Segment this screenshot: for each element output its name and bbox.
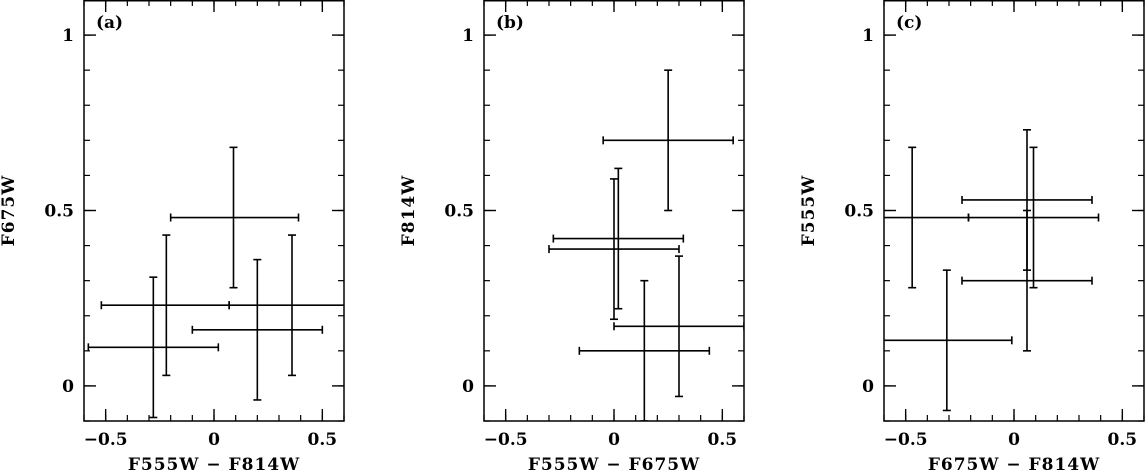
x-axis-label: F675W − F814W bbox=[928, 455, 1100, 472]
y-tick-label: 0.5 bbox=[444, 202, 474, 222]
y-tick-label: 0 bbox=[62, 377, 74, 397]
y-tick-label: 1 bbox=[462, 26, 474, 46]
x-axis-label: F555W − F675W bbox=[528, 455, 700, 472]
chart-panel-1: −0.5 0 0.5 0 0.5 1 F555W − F814W F675W (a) bbox=[0, 0, 345, 472]
y-tick-label: 0.5 bbox=[44, 202, 74, 222]
data-points bbox=[548, 69, 744, 421]
data-point bbox=[967, 146, 1100, 289]
y-tick-label: 1 bbox=[62, 26, 74, 46]
data-point bbox=[191, 258, 324, 401]
data-point bbox=[548, 178, 680, 321]
data-point bbox=[602, 69, 734, 212]
y-axis-label: F814W bbox=[399, 175, 419, 247]
plot-frame bbox=[883, 0, 1145, 422]
data-point bbox=[100, 234, 230, 377]
chart-panel-3: −0.5 0 0.5 0 0.5 1 F675W − F814W F555W (c) bbox=[799, 0, 1145, 472]
data-point bbox=[613, 255, 744, 398]
y-axis-label: F675W bbox=[0, 175, 19, 247]
panel-label: (c) bbox=[896, 13, 922, 33]
panel-label: (a) bbox=[96, 13, 123, 33]
x-tick-label: 0 bbox=[1008, 430, 1020, 450]
x-tick-label: 0.5 bbox=[1108, 430, 1138, 450]
data-point bbox=[578, 279, 711, 421]
data-points bbox=[884, 129, 1100, 412]
x-tick-label: −0.5 bbox=[884, 430, 928, 450]
chart-panel-2: −0.5 0 0.5 0 0.5 1 F555W − F675W F814W (b) bbox=[399, 0, 745, 472]
x-tick-label: 0.5 bbox=[708, 430, 738, 450]
panel-label: (b) bbox=[496, 13, 524, 33]
y-tick-label: 0 bbox=[462, 377, 474, 397]
y-tick-label: 0 bbox=[862, 377, 874, 397]
x-tick-label: 0.5 bbox=[308, 430, 338, 450]
x-tick-label: −0.5 bbox=[84, 430, 128, 450]
data-point bbox=[884, 269, 1013, 412]
x-tick-label: −0.5 bbox=[484, 430, 528, 450]
data-points bbox=[87, 146, 344, 419]
data-point bbox=[884, 146, 970, 289]
x-tick-label: 0 bbox=[208, 430, 220, 450]
data-point bbox=[169, 146, 300, 289]
data-point bbox=[228, 234, 344, 377]
y-tick-label: 1 bbox=[862, 26, 874, 46]
data-point bbox=[87, 276, 220, 419]
x-tick-label: 0 bbox=[608, 430, 620, 450]
data-point bbox=[552, 167, 685, 310]
data-point bbox=[961, 209, 1093, 352]
y-axis-label: F555W bbox=[799, 175, 819, 247]
plot-frame bbox=[83, 0, 345, 422]
x-axis-label: F555W − F814W bbox=[128, 455, 300, 472]
y-tick-label: 0.5 bbox=[844, 202, 874, 222]
